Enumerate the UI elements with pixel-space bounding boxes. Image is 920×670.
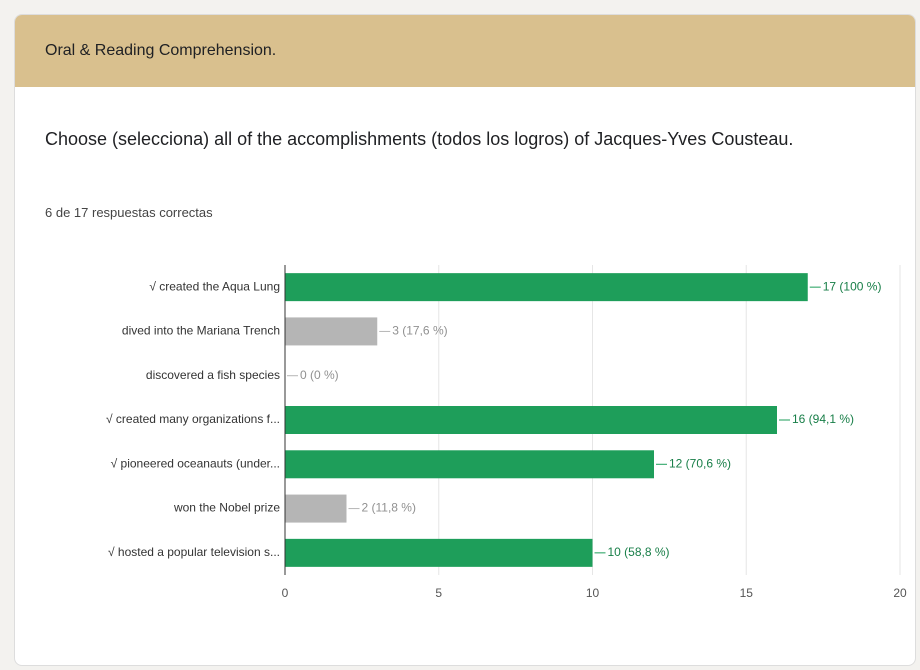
y-tick-label: √ pioneered oceanauts (under... bbox=[111, 456, 280, 470]
value-label: 16 (94,1 %) bbox=[792, 412, 854, 426]
y-tick-label: √ hosted a popular television s... bbox=[108, 545, 280, 559]
x-tick-label: 0 bbox=[282, 586, 289, 600]
y-tick-label: dived into the Mariana Trench bbox=[122, 324, 280, 338]
bar bbox=[285, 450, 654, 479]
bar bbox=[285, 406, 777, 434]
bar bbox=[285, 273, 808, 302]
section-header: Oral & Reading Comprehension. bbox=[15, 15, 915, 87]
value-label: 3 (17,6 %) bbox=[392, 324, 447, 338]
value-label: 12 (70,6 %) bbox=[669, 456, 731, 470]
y-tick-label: √ created many organizations f... bbox=[106, 412, 280, 426]
y-tick-label: √ created the Aqua Lung bbox=[149, 279, 280, 293]
bar bbox=[285, 494, 347, 523]
x-tick-label: 10 bbox=[586, 586, 600, 600]
score-summary: 6 de 17 respuestas correctas bbox=[45, 205, 213, 220]
x-tick-label: 5 bbox=[435, 586, 442, 600]
value-label: 10 (58,8 %) bbox=[608, 545, 670, 559]
value-label: 2 (11,8 %) bbox=[362, 501, 416, 515]
question-text: Choose (selecciona) all of the accomplis… bbox=[45, 129, 794, 149]
x-tick-label: 20 bbox=[893, 586, 907, 600]
value-label: 17 (100 %) bbox=[823, 279, 882, 293]
bar bbox=[285, 317, 378, 346]
value-label: 0 (0 %) bbox=[300, 368, 339, 382]
x-tick-label: 15 bbox=[740, 586, 754, 600]
y-tick-label: discovered a fish species bbox=[146, 368, 280, 382]
y-tick-label: won the Nobel prize bbox=[173, 501, 280, 515]
bar bbox=[285, 538, 593, 567]
